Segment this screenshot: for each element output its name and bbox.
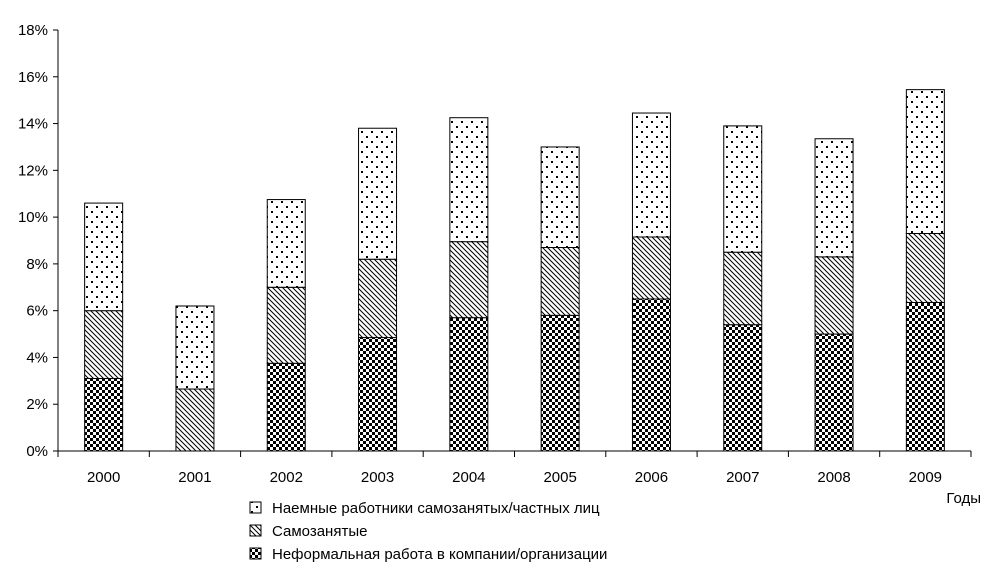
bar-segment-2002-series-1	[266, 286, 306, 364]
x-tick-label: 2005	[543, 469, 576, 486]
bar-segment-2006-series-0	[631, 298, 671, 452]
bar-segment-2005-series-0	[540, 314, 580, 452]
bar-segment-2008-series-2	[814, 138, 854, 258]
y-tick-label: 12%	[18, 162, 48, 179]
y-tick-label: 2%	[26, 396, 48, 413]
x-axis-title: Годы	[946, 490, 981, 507]
bar-segment-2009-series-2	[905, 89, 945, 234]
bar-segment-2002-series-0	[266, 362, 306, 452]
bar-segment-2007-series-0	[723, 324, 763, 452]
axis-labels: 0% 2% 4% 6% 8% 10% 12% 14% 16% 18% 2000 2001 2002 200…	[18, 22, 981, 507]
bar-segment-2009-series-0	[905, 301, 945, 452]
legend: Наемные работники самозанятых/частных ли…	[249, 500, 607, 563]
bar-segment-2000-series-0	[84, 377, 124, 452]
y-tick-label: 18%	[18, 22, 48, 39]
y-tick-label: 8%	[26, 256, 48, 273]
legend-label: Самозанятые	[272, 523, 367, 540]
x-tick-label: 2004	[452, 469, 485, 486]
bar-segment-2006-series-1	[631, 236, 671, 300]
y-tick-label: 16%	[18, 69, 48, 86]
bar-segment-2001-series-2	[175, 305, 215, 390]
y-tick-label: 0%	[26, 443, 48, 460]
bar-segment-2003-series-0	[358, 337, 398, 452]
bar-segment-2003-series-1	[358, 258, 398, 339]
y-tick-label: 6%	[26, 303, 48, 320]
bar-segment-2004-series-2	[449, 117, 489, 243]
bar-segment-2001-series-1	[175, 388, 215, 452]
y-tick-label: 4%	[26, 349, 48, 366]
bar-segment-2000-series-1	[84, 310, 124, 379]
bar-segment-2004-series-1	[449, 241, 489, 319]
bar-segment-2007-series-2	[723, 125, 763, 253]
y-tick-label: 10%	[18, 209, 48, 226]
bar-segment-2002-series-2	[266, 199, 306, 288]
bar-segment-2006-series-2	[631, 112, 671, 238]
bar-segment-2005-series-1	[540, 247, 580, 316]
legend-label: Неформальная работа в компании/организац…	[272, 546, 607, 563]
bar-segment-2008-series-0	[814, 333, 854, 452]
bar-segment-2005-series-2	[540, 146, 580, 249]
bar-segment-2008-series-1	[814, 256, 854, 335]
bar-segment-2007-series-1	[723, 251, 763, 326]
legend-swatch	[249, 501, 262, 514]
legend-swatch	[249, 547, 262, 560]
x-tick-label: 2007	[726, 469, 759, 486]
x-tick-label: 2001	[178, 469, 211, 486]
x-tick-label: 2009	[909, 469, 942, 486]
bar-segment-2004-series-0	[449, 317, 489, 452]
x-tick-label: 2002	[270, 469, 303, 486]
x-tick-label: 2003	[361, 469, 394, 486]
legend-label: Наемные работники самозанятых/частных ли…	[272, 500, 600, 517]
bars	[84, 89, 945, 452]
bar-segment-2009-series-1	[905, 232, 945, 303]
x-tick-label: 2006	[635, 469, 668, 486]
y-tick-label: 14%	[18, 116, 48, 133]
x-tick-label: 2000	[87, 469, 120, 486]
legend-swatch	[249, 524, 262, 537]
x-tick-label: 2008	[817, 469, 850, 486]
bar-segment-2003-series-2	[358, 127, 398, 260]
bar-segment-2000-series-2	[84, 202, 124, 312]
